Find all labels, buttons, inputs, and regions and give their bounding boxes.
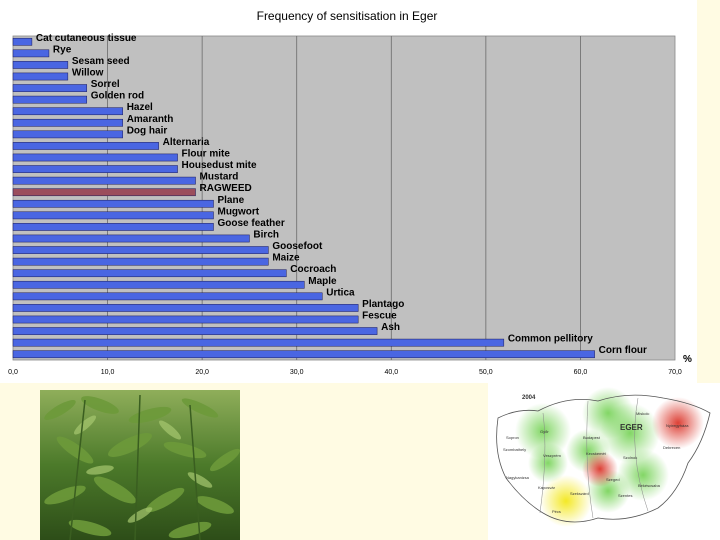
x-tick-label: 50,0 [479, 369, 493, 376]
bar [12, 280, 305, 289]
bar [12, 234, 250, 243]
bar-label: Mustard [200, 172, 239, 183]
bar [12, 165, 178, 173]
bar-label: Corn flour [599, 345, 647, 356]
map-title: EGER [620, 423, 643, 432]
bar-label: Common pellitory [508, 334, 593, 345]
map-label: Kaposvár [538, 485, 555, 490]
bar [12, 153, 178, 162]
bar [12, 72, 69, 81]
bar [12, 95, 88, 104]
bar-label: Fescue [362, 311, 397, 322]
map-label: Nyíregyháza [666, 423, 689, 428]
x-tick-label: 60,0 [574, 369, 588, 376]
pollen-map: 2004 EGER Miskolc Nyíregyháza Debrecen S… [488, 383, 720, 540]
x-tick-label: 40,0 [384, 369, 398, 376]
bar [12, 142, 159, 150]
bar [12, 188, 196, 197]
map-label: Szekszárd [570, 491, 589, 496]
bar-label: Alternaria [163, 137, 210, 148]
x-tick-label: 20,0 [195, 369, 209, 376]
map-label: Szeged [606, 477, 620, 482]
map-label: Sopron [506, 435, 519, 440]
chart-title: Frequency of sensitisation in Eger [257, 9, 438, 23]
map-label: Budapest [583, 435, 600, 440]
bar [12, 211, 214, 220]
bar-label: Rye [53, 44, 72, 55]
bar [12, 292, 323, 301]
bar [12, 61, 69, 69]
bar [12, 257, 269, 266]
bar-label: Maize [272, 253, 300, 264]
map-label: Szentes [618, 493, 633, 498]
bar [12, 176, 196, 185]
bar [12, 350, 595, 359]
bar-label: Mugwort [217, 206, 259, 217]
bar [12, 304, 359, 312]
bar-label: Sorrel [91, 79, 120, 90]
chart-panel: Frequency of sensitisation in Eger Cat c… [0, 0, 697, 383]
bar-label: Urtica [326, 287, 355, 298]
bar-label: Hazel [127, 102, 153, 113]
plant-image [40, 390, 240, 540]
map-label: Veszprém [543, 453, 561, 458]
bar-label: Plantago [362, 299, 404, 310]
bar-chart: Frequency of sensitisation in Eger Cat c… [8, 9, 692, 376]
bars [12, 37, 595, 359]
bar-label: Cat cutaneous tissue [36, 33, 137, 44]
bar-label: Flour mite [182, 149, 231, 160]
x-tick-label: 70,0 [668, 369, 682, 376]
bar-label: Plane [217, 195, 244, 206]
x-tick-label: 0,0 [8, 369, 18, 376]
bar [12, 269, 287, 278]
bar [12, 223, 214, 231]
map-label: Kecskemét [586, 451, 606, 456]
bar [12, 327, 378, 335]
bar [12, 338, 505, 347]
map-label: Miskolc [636, 411, 650, 416]
x-tick-label: 30,0 [290, 369, 304, 376]
x-tick-labels: 0,0 10,0 20,0 30,0 40,0 50,0 60,0 70,0 [8, 369, 682, 376]
bar-label: Goose feather [217, 218, 284, 229]
bar [12, 107, 123, 116]
bar-label: Dog hair [127, 125, 168, 136]
x-axis-label: % [683, 354, 692, 365]
bar-label: Ash [381, 322, 400, 333]
map-year: 2004 [522, 395, 536, 401]
bar [12, 315, 359, 324]
map-label: Békéscsaba [638, 483, 660, 488]
map-label: Nagykanizsa [506, 475, 529, 480]
bar [12, 130, 123, 139]
bar [12, 246, 269, 254]
ragweed-photo [40, 390, 240, 540]
map-label: Szombathely [503, 447, 527, 452]
bar-label: Maple [308, 276, 337, 287]
bar [12, 37, 33, 46]
map-label: Pécs [552, 509, 561, 514]
map-label: Győr [540, 429, 549, 434]
bar [12, 84, 88, 92]
bar-label: Willow [72, 68, 104, 79]
bar-label: Birch [253, 230, 279, 241]
bar-label: Amaranth [127, 114, 174, 125]
map-label: Szolnok [623, 455, 638, 460]
bar [12, 118, 123, 127]
hungary-map-image [496, 387, 711, 527]
bar-label: Cocroach [290, 264, 336, 275]
bar-label: RAGWEED [200, 183, 252, 194]
map-label: Debrecen [663, 445, 681, 450]
bar-label: Sesam seed [72, 56, 130, 67]
bar-label: Housedust mite [182, 160, 257, 171]
bar [12, 199, 214, 208]
bar-label: Golden rod [91, 91, 144, 102]
x-tick-label: 10,0 [101, 369, 115, 376]
bar-label: Goosefoot [272, 241, 323, 252]
bar [12, 49, 50, 58]
